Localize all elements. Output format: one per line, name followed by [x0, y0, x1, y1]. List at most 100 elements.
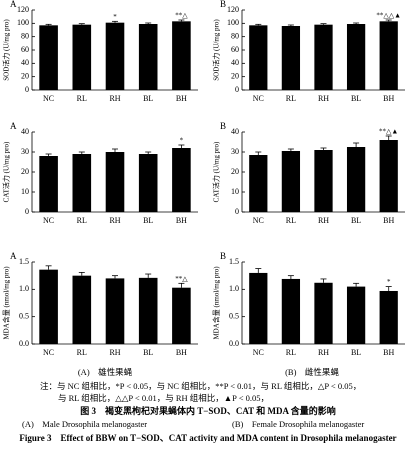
y-tick-label: 40 [231, 58, 239, 67]
note: 与 RL 组相比，△△P < 0.01，与 RH 组相比，▲P < 0.05， [58, 393, 269, 403]
bar [39, 269, 58, 344]
bar [314, 150, 333, 212]
annotation: * [387, 278, 391, 286]
error-bar [320, 23, 327, 25]
y-tick-label: 0 [235, 207, 239, 216]
y-tick-label: 1.0 [19, 284, 29, 293]
x-tick-label: RL [286, 216, 296, 225]
x-tick-label: BH [176, 216, 187, 225]
bar [105, 22, 125, 91]
figure-title-en: Figure 3 Effect of BBW on T−SOD、CAT acti… [19, 433, 396, 443]
panel-label: B [220, 121, 226, 131]
x-tick-label: RL [286, 94, 296, 103]
x-tick-label: RH [318, 216, 329, 225]
y-tick-label: 80 [21, 31, 29, 40]
x-tick-label: NC [253, 216, 264, 225]
panel-label: A [10, 0, 17, 9]
bar [138, 24, 158, 90]
y-tick-label: 0 [235, 85, 239, 94]
bar [249, 25, 268, 90]
x-tick-label: RL [286, 348, 296, 357]
error-bar [287, 24, 294, 26]
x-tick-label: RH [109, 94, 120, 103]
error-bar [320, 278, 327, 283]
figure-title: 图 3 褐变黑枸杞对果蝇体内 T−SOD、CAT 和 MDA 含量的影响 [80, 405, 336, 416]
y-tick-label: 40 [21, 127, 29, 136]
error-bar [255, 268, 262, 273]
y-tick-label: 0.0 [229, 339, 239, 348]
y-tick-label: 20 [21, 167, 29, 176]
error-bar [45, 265, 52, 270]
bar [172, 148, 191, 212]
x-tick-label: NC [43, 216, 54, 225]
x-tick-label: BL [143, 348, 153, 357]
y-tick-label: 1.5 [229, 257, 239, 266]
y-tick-label: 40 [231, 127, 239, 136]
x-tick-label: BH [176, 348, 187, 357]
bar [72, 275, 92, 344]
error-bar [112, 148, 118, 152]
y-tick-label: 60 [21, 45, 29, 54]
error-bar [145, 22, 152, 24]
y-tick-label: 0.0 [19, 339, 29, 348]
bar [281, 26, 301, 90]
bar [346, 24, 366, 90]
x-tick-label: BH [383, 216, 394, 225]
y-tick-label: 10 [231, 187, 239, 196]
y-tick-label: 60 [231, 45, 239, 54]
error-bar [385, 286, 392, 291]
bar [172, 287, 191, 344]
annotation: * [113, 13, 117, 21]
x-tick-label: RH [109, 216, 120, 225]
annotation: **△ [175, 275, 188, 283]
bar [138, 277, 158, 344]
y-tick-label: 10 [21, 187, 29, 196]
bar [39, 156, 58, 212]
x-tick-label: RL [77, 216, 87, 225]
panel-label: A [10, 121, 17, 131]
x-tick-label: RL [77, 94, 87, 103]
y-axis-label: CAT活力 (U/mg pro) [2, 141, 11, 202]
error-bar [385, 19, 392, 22]
bar [138, 154, 158, 212]
error-bar [45, 23, 52, 26]
error-bar [287, 275, 294, 279]
x-tick-label: BL [351, 348, 361, 357]
x-tick-label: BL [143, 216, 153, 225]
bar [172, 21, 191, 90]
error-bar [353, 282, 360, 287]
annotation: **△△▲ [376, 12, 401, 20]
y-tick-label: 30 [21, 147, 29, 156]
y-tick-label: 80 [231, 31, 239, 40]
y-tick-label: 1.0 [229, 284, 239, 293]
error-bar [145, 273, 152, 278]
bar [314, 282, 333, 344]
x-tick-label: BH [176, 94, 187, 103]
y-axis-label: MDA含量 (nmol/mg pro) [2, 266, 11, 340]
y-tick-label: 0 [25, 85, 29, 94]
bar [72, 154, 92, 212]
x-tick-label: BL [351, 94, 361, 103]
y-tick-label: 20 [21, 71, 29, 80]
y-axis-label: MDA含量 (nmol/mg pro) [212, 266, 221, 340]
y-axis-label: CAT活力 (U/mg pro) [212, 141, 221, 202]
error-bar [45, 153, 52, 156]
bar [346, 147, 366, 212]
bar [379, 290, 398, 344]
y-tick-label: 0 [25, 207, 29, 216]
annotation: **△▲ [379, 128, 398, 136]
x-tick-label: RH [318, 348, 329, 357]
error-bar [353, 22, 360, 24]
x-tick-label: BH [383, 348, 394, 357]
error-bar [320, 147, 327, 150]
y-tick-label: 30 [231, 147, 239, 156]
y-axis-label: SOD活力 (U/mg pro) [2, 19, 11, 81]
y-tick-label: 100 [17, 18, 29, 27]
x-tick-label: NC [43, 348, 54, 357]
subcaption: (B) 雌性果蝇 [285, 367, 339, 377]
bar [249, 155, 268, 212]
error-bar [78, 151, 85, 154]
x-tick-label: RH [318, 94, 329, 103]
note: 注：与 NC 组相比，*P < 0.05，与 NC 组相比，**P < 0.01… [40, 381, 361, 391]
